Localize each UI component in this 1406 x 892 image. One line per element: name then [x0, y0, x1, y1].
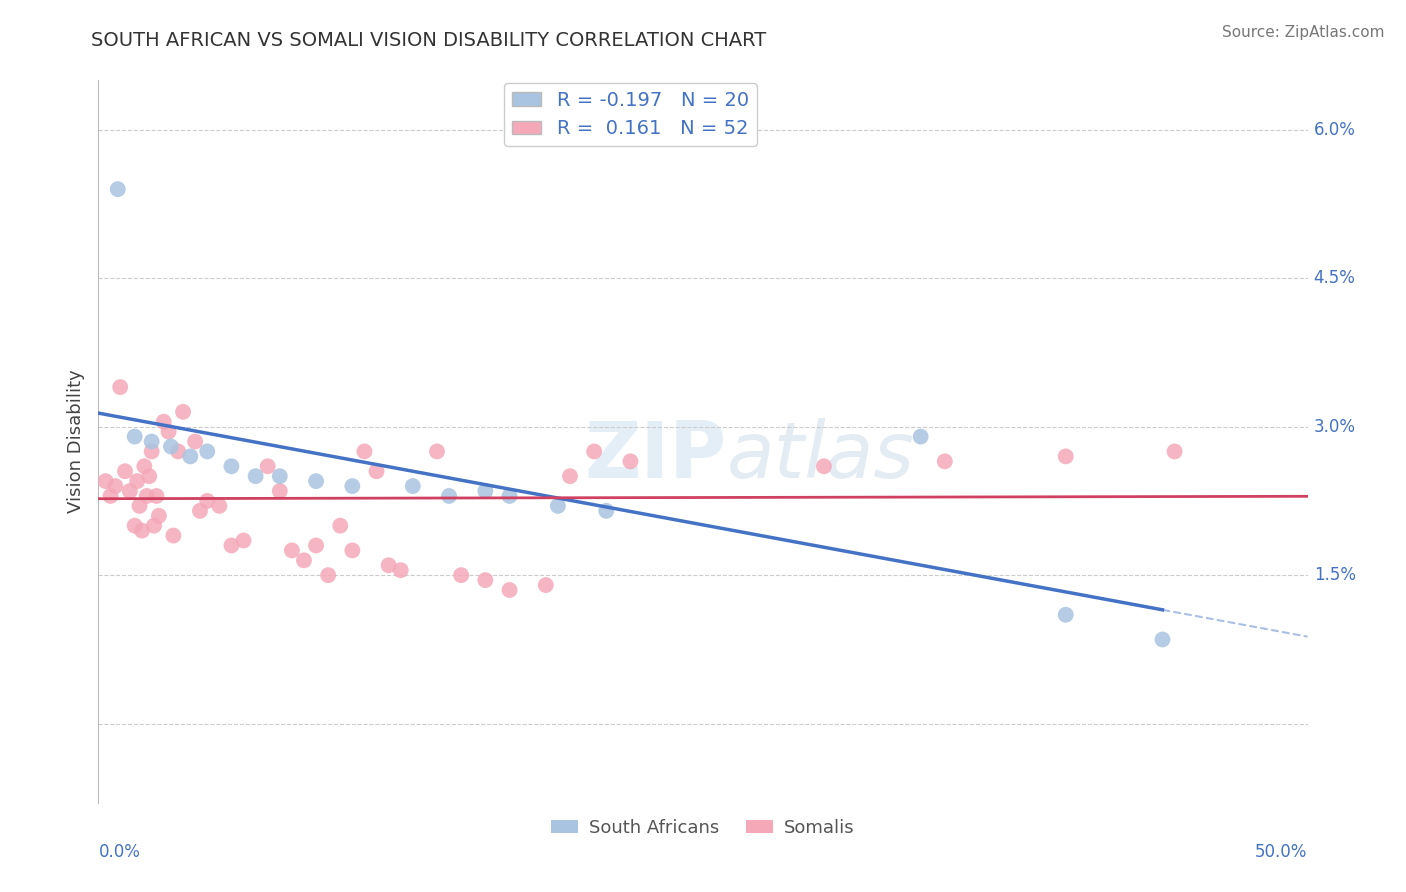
Point: [138, 469, 160, 483]
Point: [389, 563, 412, 577]
Point: [377, 558, 399, 573]
Point: [269, 483, 291, 498]
Point: [366, 464, 388, 478]
Point: [558, 469, 581, 483]
Point: [127, 474, 149, 488]
Point: [94, 474, 117, 488]
Text: 4.5%: 4.5%: [1313, 269, 1355, 287]
Point: [269, 469, 291, 483]
Point: [118, 483, 141, 498]
Point: [114, 464, 136, 478]
Text: 3.0%: 3.0%: [1313, 417, 1355, 435]
Point: [342, 543, 364, 558]
Point: [342, 479, 364, 493]
Point: [1054, 607, 1077, 622]
Text: 0.0%: 0.0%: [98, 843, 141, 861]
Point: [232, 533, 254, 548]
Point: [100, 489, 122, 503]
Point: [143, 518, 166, 533]
Point: [498, 582, 520, 597]
Point: [167, 444, 190, 458]
Point: [619, 454, 641, 468]
Text: 6.0%: 6.0%: [1313, 120, 1355, 139]
Point: [141, 444, 163, 458]
Point: [157, 425, 180, 439]
Point: [292, 553, 315, 567]
Point: [256, 459, 278, 474]
Point: [534, 578, 557, 592]
Point: [316, 568, 339, 582]
Text: Source: ZipAtlas.com: Source: ZipAtlas.com: [1222, 25, 1385, 40]
Point: [498, 489, 520, 503]
Point: [305, 539, 328, 553]
Point: [474, 573, 496, 587]
Text: 1.5%: 1.5%: [1313, 566, 1355, 584]
Point: [450, 568, 472, 582]
Point: [474, 483, 496, 498]
Point: [148, 508, 170, 523]
Point: [135, 489, 157, 503]
Point: [583, 444, 606, 458]
Point: [245, 469, 267, 483]
Point: [910, 429, 932, 443]
Point: [195, 444, 218, 458]
Point: [152, 415, 174, 429]
Point: [195, 494, 218, 508]
Point: [221, 539, 243, 553]
Point: [402, 479, 425, 493]
Point: [1054, 450, 1077, 464]
Point: [1163, 444, 1185, 458]
Point: [305, 474, 328, 488]
Text: 50.0%: 50.0%: [1256, 843, 1308, 861]
Point: [188, 504, 211, 518]
Point: [426, 444, 449, 458]
Point: [184, 434, 207, 449]
Point: [595, 504, 617, 518]
Point: [104, 479, 127, 493]
Text: SOUTH AFRICAN VS SOMALI VISION DISABILITY CORRELATION CHART: SOUTH AFRICAN VS SOMALI VISION DISABILIT…: [91, 31, 766, 50]
Point: [162, 528, 184, 542]
Text: ZIP: ZIP: [585, 418, 727, 494]
Point: [134, 459, 156, 474]
Point: [128, 499, 150, 513]
Point: [1152, 632, 1174, 647]
Point: [437, 489, 460, 503]
Text: atlas: atlas: [727, 418, 915, 494]
Y-axis label: Vision Disability: Vision Disability: [66, 369, 84, 514]
Point: [124, 518, 146, 533]
Point: [172, 405, 194, 419]
Point: [131, 524, 153, 538]
Point: [813, 459, 835, 474]
Point: [329, 518, 352, 533]
Point: [108, 380, 131, 394]
Point: [179, 450, 201, 464]
Legend: R = -0.197   N = 20, R =  0.161   N = 52: R = -0.197 N = 20, R = 0.161 N = 52: [505, 83, 756, 146]
Point: [160, 440, 183, 454]
Point: [208, 499, 231, 513]
Point: [145, 489, 167, 503]
Point: [141, 434, 163, 449]
Point: [107, 182, 129, 196]
Point: [353, 444, 375, 458]
Point: [281, 543, 304, 558]
Point: [221, 459, 243, 474]
Point: [124, 429, 146, 443]
Point: [547, 499, 569, 513]
Point: [934, 454, 956, 468]
